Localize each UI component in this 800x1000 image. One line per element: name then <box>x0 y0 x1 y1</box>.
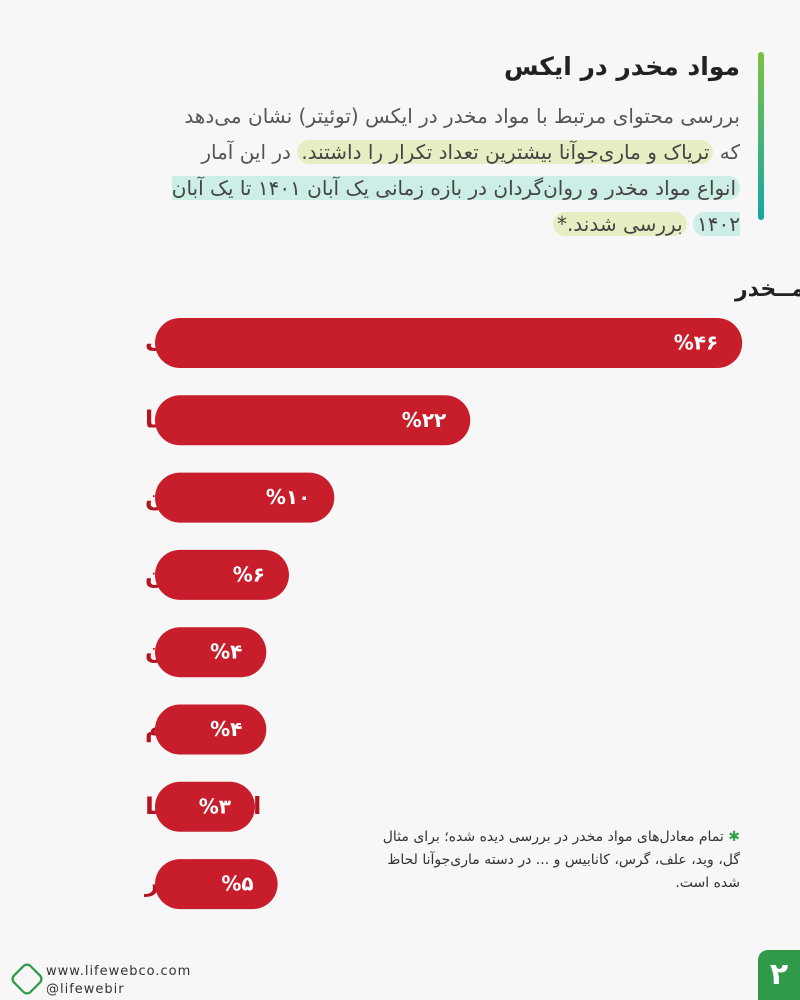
desc-highlight: تریاک و ماری‌جوآنا بیشترین تعداد تکرار ر… <box>297 140 714 164</box>
footnote-text: تمام معادل‌های مواد مخدر در بررسی دیده ش… <box>382 829 740 891</box>
accent-bar <box>758 52 764 220</box>
value-label: %۴ <box>210 640 242 664</box>
bar <box>155 704 267 755</box>
note-icon: ✱ <box>728 829 740 845</box>
value-label: %۶ <box>233 562 265 586</box>
chart-title: درصـد از مجموع محتوای مرتبط با مـــواد م… <box>734 277 800 302</box>
footnote: ✱ تمام معادل‌های مواد مخدر در بررسی دیده… <box>360 826 740 895</box>
website: www.lifewebco.com <box>46 964 192 979</box>
desc-text: بررسی محتوای مرتبط با مواد مخدر در ایکس … <box>184 104 740 164</box>
page-number: ۲ <box>758 950 800 1000</box>
bar <box>155 627 267 678</box>
bar <box>155 859 278 910</box>
bar <box>155 318 743 368</box>
description: بررسی محتوای مرتبط با مواد مخدر در ایکس … <box>160 98 740 242</box>
bar <box>155 395 471 446</box>
bar <box>155 472 335 523</box>
header-title: مواد مخدر در ایکس <box>503 52 740 81</box>
value-label: %۱۰ <box>266 485 310 509</box>
bar <box>155 549 289 600</box>
bar <box>155 781 255 832</box>
social-handle: @lifewebir <box>46 982 125 997</box>
desc-highlight: بررسی شدند.* <box>552 212 687 236</box>
value-label: %۳ <box>199 794 231 818</box>
value-label: %۴۶ <box>674 331 718 355</box>
value-label: %۲۲ <box>402 408 446 432</box>
value-label: %۵ <box>221 872 253 896</box>
desc-text: در این آمار <box>201 140 298 164</box>
value-label: %۴ <box>210 717 242 741</box>
